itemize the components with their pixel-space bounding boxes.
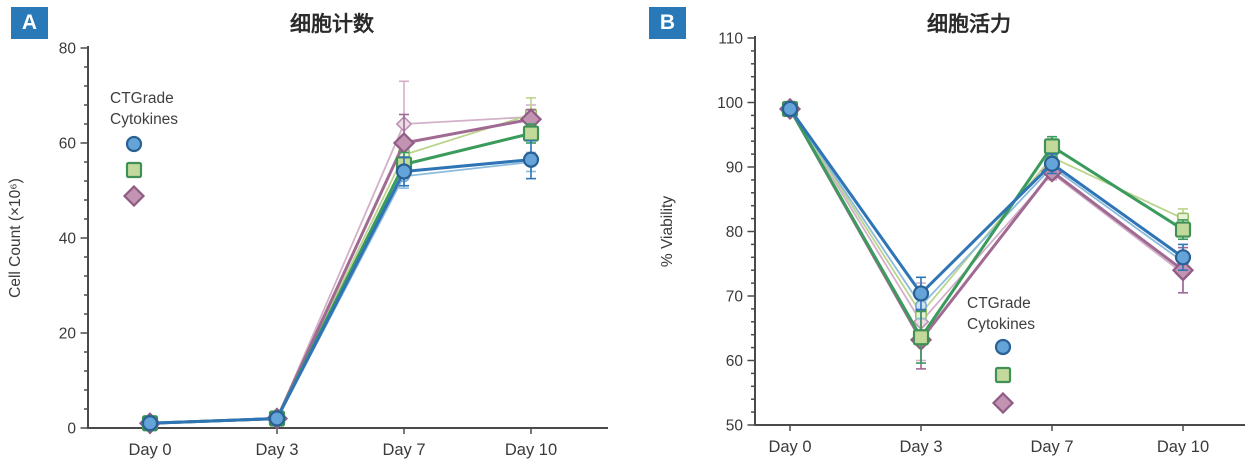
chart-title: 细胞计数 bbox=[290, 12, 375, 36]
y-tick-label: 60 bbox=[726, 353, 744, 370]
y-axis-label: % Viability bbox=[659, 196, 676, 267]
y-tick-label: 110 bbox=[718, 31, 743, 48]
series-line-green-light bbox=[149, 113, 532, 425]
legend-title-line: CTGrade bbox=[110, 90, 174, 107]
y-tick-label: 70 bbox=[726, 289, 744, 306]
legend-title-line: CTGrade bbox=[967, 295, 1031, 312]
y-tick-label: 50 bbox=[726, 418, 744, 435]
data-point-blue-ctgrade bbox=[1043, 155, 1061, 172]
series-line-blue-ctgrade bbox=[788, 108, 1184, 295]
legend-marker-green bbox=[994, 366, 1012, 384]
x-tick-label: Day 0 bbox=[768, 438, 811, 456]
legend-marker-pink bbox=[991, 391, 1015, 415]
x-tick-label: Day 7 bbox=[382, 441, 425, 459]
series-line-blue-light bbox=[789, 108, 1184, 307]
legend-title-line: Cytokines bbox=[967, 316, 1035, 333]
x-tick-label: Day 10 bbox=[1157, 438, 1209, 456]
series-line-blue-ctgrade bbox=[149, 158, 532, 425]
data-point-blue-ctgrade bbox=[395, 163, 413, 180]
legend-title-line: Cytokines bbox=[110, 111, 178, 128]
y-tick-label: 90 bbox=[726, 160, 744, 177]
data-point-blue-ctgrade bbox=[781, 100, 799, 118]
legend-marker-pink bbox=[122, 184, 146, 208]
y-tick-label: 60 bbox=[59, 136, 77, 153]
legend-marker-blue bbox=[125, 135, 143, 153]
x-tick-label: Day 3 bbox=[899, 438, 942, 456]
data-point-blue-ctgrade bbox=[141, 415, 159, 432]
data-point-blue-ctgrade bbox=[522, 151, 540, 168]
y-axis-label: Cell Count (×10⁶) bbox=[7, 178, 24, 298]
chart-title: 细胞活力 bbox=[927, 12, 1011, 36]
legend-marker-green bbox=[125, 161, 143, 179]
y-tick-label: 80 bbox=[726, 224, 744, 241]
y-tick-label: 80 bbox=[59, 41, 77, 58]
y-tick-label: 0 bbox=[67, 421, 76, 438]
y-tick-label: 40 bbox=[59, 231, 77, 248]
data-point-green-ctgrade bbox=[1174, 221, 1192, 238]
data-point-green-ctgrade bbox=[522, 125, 540, 142]
data-point-blue-ctgrade bbox=[912, 285, 930, 302]
panel-b-badge: B bbox=[649, 7, 686, 39]
data-point-green-ctgrade bbox=[912, 329, 930, 346]
data-point-pink-ctgrade bbox=[392, 131, 416, 155]
data-point-blue-ctgrade bbox=[268, 410, 286, 427]
x-tick-label: Day 7 bbox=[1030, 438, 1073, 456]
x-tick-label: Day 0 bbox=[128, 441, 171, 459]
legend-marker-blue bbox=[994, 338, 1012, 356]
series-line-green-ctgrade bbox=[788, 108, 1184, 339]
y-tick-label: 100 bbox=[717, 95, 743, 112]
data-point-green-ctgrade bbox=[1043, 138, 1061, 155]
series-line-pink-light bbox=[789, 108, 1184, 323]
y-tick-label: 20 bbox=[59, 326, 77, 343]
panel-a-badge: A bbox=[11, 7, 48, 39]
x-tick-label: Day 3 bbox=[255, 441, 298, 459]
series-line-pink-light bbox=[149, 115, 532, 425]
x-tick-label: Day 10 bbox=[505, 441, 557, 459]
data-point-blue-ctgrade bbox=[1174, 249, 1192, 266]
